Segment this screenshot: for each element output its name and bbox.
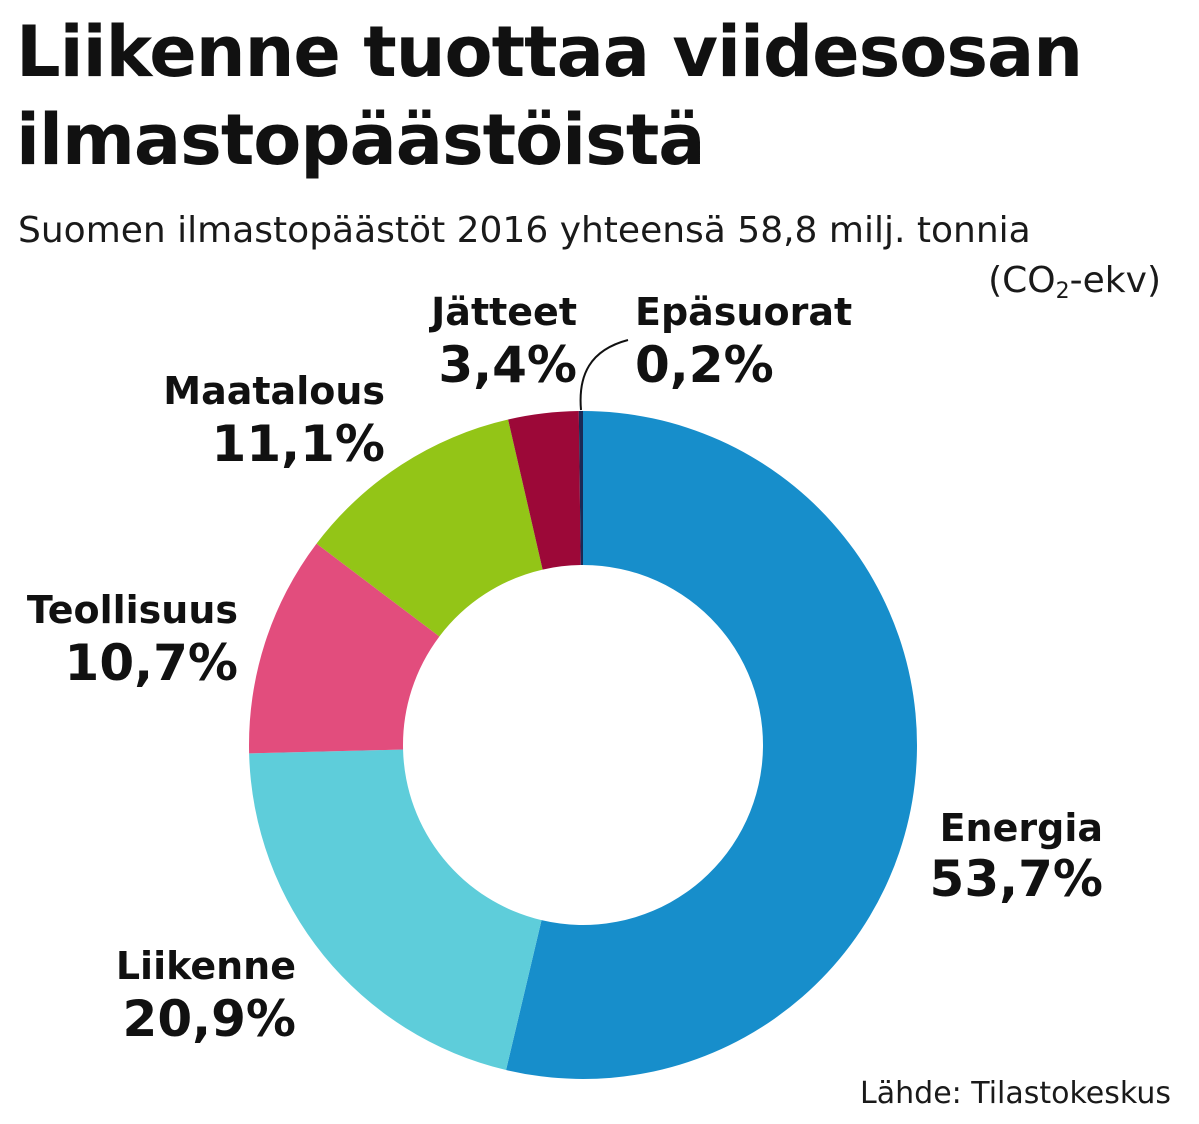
unit-suffix: -ekv)	[1069, 260, 1161, 301]
label-maatalous: Maatalous 11,1%	[163, 369, 385, 473]
unit-prefix: (CO	[988, 260, 1056, 301]
label-value-energia: 53,7%	[930, 850, 1103, 908]
slice-maatalous	[316, 419, 543, 637]
unit-label: (CO2-ekv)	[988, 258, 1161, 315]
slice-energia	[506, 411, 917, 1079]
label-value-liikenne: 20,9%	[123, 990, 296, 1048]
label-name-jatteet: Jätteet	[428, 290, 577, 334]
label-value-jatteet: 3,4%	[438, 336, 577, 394]
label-name-epasuorat: Epäsuorat	[635, 290, 852, 334]
slice-epasuorat	[578, 411, 583, 566]
chart-title: Liikenne tuottaa viidesosan ilmastopääst…	[16, 11, 1083, 181]
label-value-maatalous: 11,1%	[212, 415, 385, 473]
label-name-energia: Energia	[940, 806, 1103, 850]
slice-jatteet	[508, 411, 581, 570]
label-name-maatalous: Maatalous	[163, 369, 385, 413]
slice-teollisuus	[249, 543, 440, 754]
label-value-epasuorat: 0,2%	[635, 336, 774, 394]
label-teollisuus: Teollisuus 10,7%	[27, 588, 238, 692]
source-note: Lähde: Tilastokeskus	[860, 1076, 1171, 1111]
epasuorat-leader-line	[579, 339, 629, 411]
donut-slices	[249, 411, 917, 1079]
label-epasuorat: Epäsuorat 0,2%	[635, 290, 852, 394]
slice-liikenne	[249, 749, 542, 1071]
chart-subtitle: Suomen ilmastopäästöt 2016 yhteensä 58,8…	[18, 210, 1031, 251]
label-value-teollisuus: 10,7%	[65, 634, 238, 692]
label-name-teollisuus: Teollisuus	[27, 588, 238, 632]
label-liikenne: Liikenne 20,9%	[116, 944, 296, 1048]
label-name-liikenne: Liikenne	[116, 944, 296, 988]
label-jatteet: Jätteet 3,4%	[428, 290, 577, 394]
unit-subscript: 2	[1055, 279, 1070, 304]
label-energia: Energia 53,7%	[930, 806, 1103, 908]
